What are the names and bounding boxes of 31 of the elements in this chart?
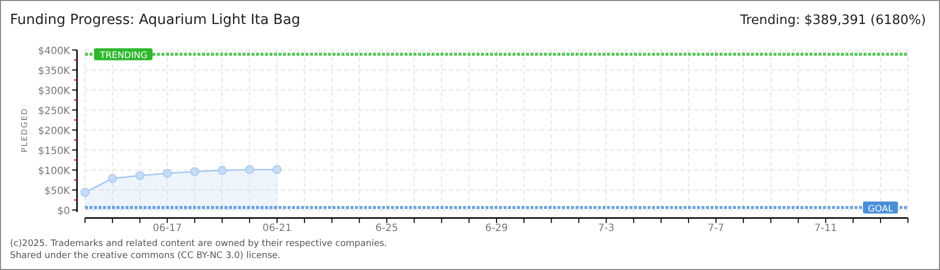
y-tick-label: $200K xyxy=(38,126,70,137)
chart-title: Funding Progress: Aquarium Light Ita Bag xyxy=(10,12,300,28)
y-tick-label: $0 xyxy=(57,206,70,217)
y-tick-label: $100K xyxy=(38,166,70,177)
ref-line-label: TRENDING xyxy=(99,51,148,62)
ref-line-label: GOAL xyxy=(868,204,893,214)
point xyxy=(245,165,254,174)
text: (c)2025. Trademarks and related content are owned by their respective companies. xyxy=(10,239,388,249)
point xyxy=(218,166,227,175)
x-tick-label: 7-7 xyxy=(708,223,724,234)
y-tick-label: $250K xyxy=(38,106,70,117)
y-tick-label: $400K xyxy=(38,46,70,57)
y-tick-label: $50K xyxy=(44,186,70,197)
point xyxy=(190,167,200,176)
x-tick-label: 6-29 xyxy=(485,223,508,234)
point xyxy=(272,165,282,174)
point xyxy=(108,174,117,183)
y-axis-title: PLEDGED xyxy=(20,108,29,152)
y-tick-label: $350K xyxy=(38,66,70,77)
x-tick-label: 6-25 xyxy=(375,223,398,234)
x-tick-label: 7-3 xyxy=(598,223,614,234)
x-tick-label: 06-21 xyxy=(262,223,292,234)
y-tick-label: $300K xyxy=(38,86,70,97)
x-tick-label: 7-11 xyxy=(814,223,838,234)
text: Trending: $389,391 (6180%) xyxy=(739,13,926,28)
y-tick-label: $150K xyxy=(38,146,70,157)
point xyxy=(135,171,144,180)
text: Shared under the creative commons (CC BY-NC 3.0) license. xyxy=(10,251,281,261)
x-tick-label: 06-17 xyxy=(152,223,182,234)
point xyxy=(162,168,172,178)
point xyxy=(80,188,90,197)
